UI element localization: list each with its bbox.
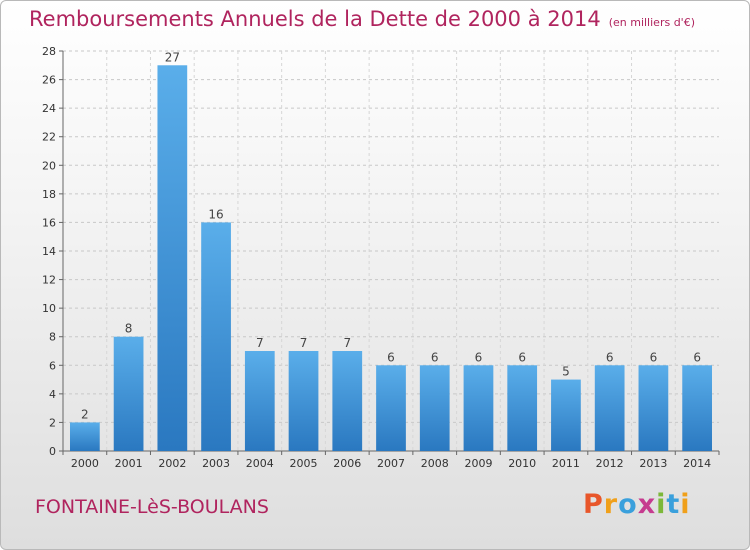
x-tick-label: 2009 [464,457,492,470]
y-tick-label: 16 [42,216,56,229]
y-tick-label: 4 [49,388,56,401]
bar-value-label: 6 [387,350,395,364]
bar-value-label: 6 [606,350,614,364]
bar-value-label: 6 [518,350,526,364]
y-tick-label: 18 [42,188,56,201]
bar-value-label: 7 [300,336,308,350]
bar-value-label: 16 [208,207,223,221]
brand-letter: i [680,489,691,520]
bar-value-label: 6 [650,350,658,364]
commune-name: FONTAINE-LèS-BOULANS [35,496,269,518]
bar-2010 [507,365,538,451]
bar-value-label: 27 [165,50,180,64]
x-tick-label: 2006 [333,457,361,470]
y-tick-label: 6 [49,359,56,372]
x-tick-label: 2003 [202,457,230,470]
bar-2007 [376,365,406,451]
bar-value-label: 7 [256,336,264,350]
labels: 0246810121416182022242628220008200127200… [42,45,711,470]
bar-2004 [244,351,275,451]
y-tick-label: 20 [42,159,56,172]
bar-2002 [157,65,188,452]
y-tick-label: 2 [49,416,56,429]
bar-2014 [682,365,713,451]
brand-letter: t [666,489,681,520]
bar-2006 [332,351,363,451]
x-tick-label: 2012 [596,457,624,470]
chart-unit: (en milliers d'€) [608,16,695,29]
x-tick-label: 2013 [639,457,667,470]
bar-2013 [638,365,669,451]
y-tick-label: 22 [42,131,56,144]
y-tick-label: 12 [42,274,56,287]
x-tick-label: 2005 [290,457,318,470]
x-tick-label: 2001 [115,457,143,470]
bar-value-label: 8 [125,322,133,336]
x-tick-label: 2002 [158,457,186,470]
x-tick-label: 2011 [552,457,580,470]
bar-2003 [201,222,231,451]
brand-letter: x [637,489,657,520]
brand-letter: r [603,489,619,520]
y-tick-label: 26 [42,74,56,87]
x-tick-label: 2004 [246,457,274,470]
brand-letter: o [618,489,638,520]
bar-2008 [419,365,450,451]
brand-letter: i [656,489,667,520]
bar-value-label: 6 [693,350,701,364]
y-tick-label: 10 [42,302,56,315]
chart-title-text: Remboursements Annuels de la Dette de 20… [29,7,601,31]
bar-2000 [69,422,100,451]
chart-title: Remboursements Annuels de la Dette de 20… [29,7,695,31]
bar-2001 [113,336,144,451]
x-tick-label: 2000 [71,457,99,470]
proxiti-logo: Proxiti [583,489,691,520]
bar-value-label: 6 [475,350,483,364]
brand-letter: P [583,489,604,520]
bar-2012 [594,365,625,451]
bar-value-label: 5 [562,365,570,379]
y-tick-label: 28 [42,45,56,58]
bar-2009 [463,365,494,451]
bar-value-label: 6 [431,350,439,364]
x-tick-label: 2010 [508,457,536,470]
bars [69,65,713,452]
y-tick-label: 24 [42,102,56,115]
bar-2011 [551,379,581,451]
x-tick-label: 2008 [421,457,449,470]
y-tick-label: 0 [49,445,56,458]
y-tick-label: 14 [42,245,56,258]
bar-value-label: 2 [81,407,89,421]
y-tick-label: 8 [49,331,56,344]
bar-2005 [288,351,319,451]
bar-value-label: 7 [343,336,351,350]
x-tick-label: 2014 [683,457,711,470]
x-tick-label: 2007 [377,457,405,470]
